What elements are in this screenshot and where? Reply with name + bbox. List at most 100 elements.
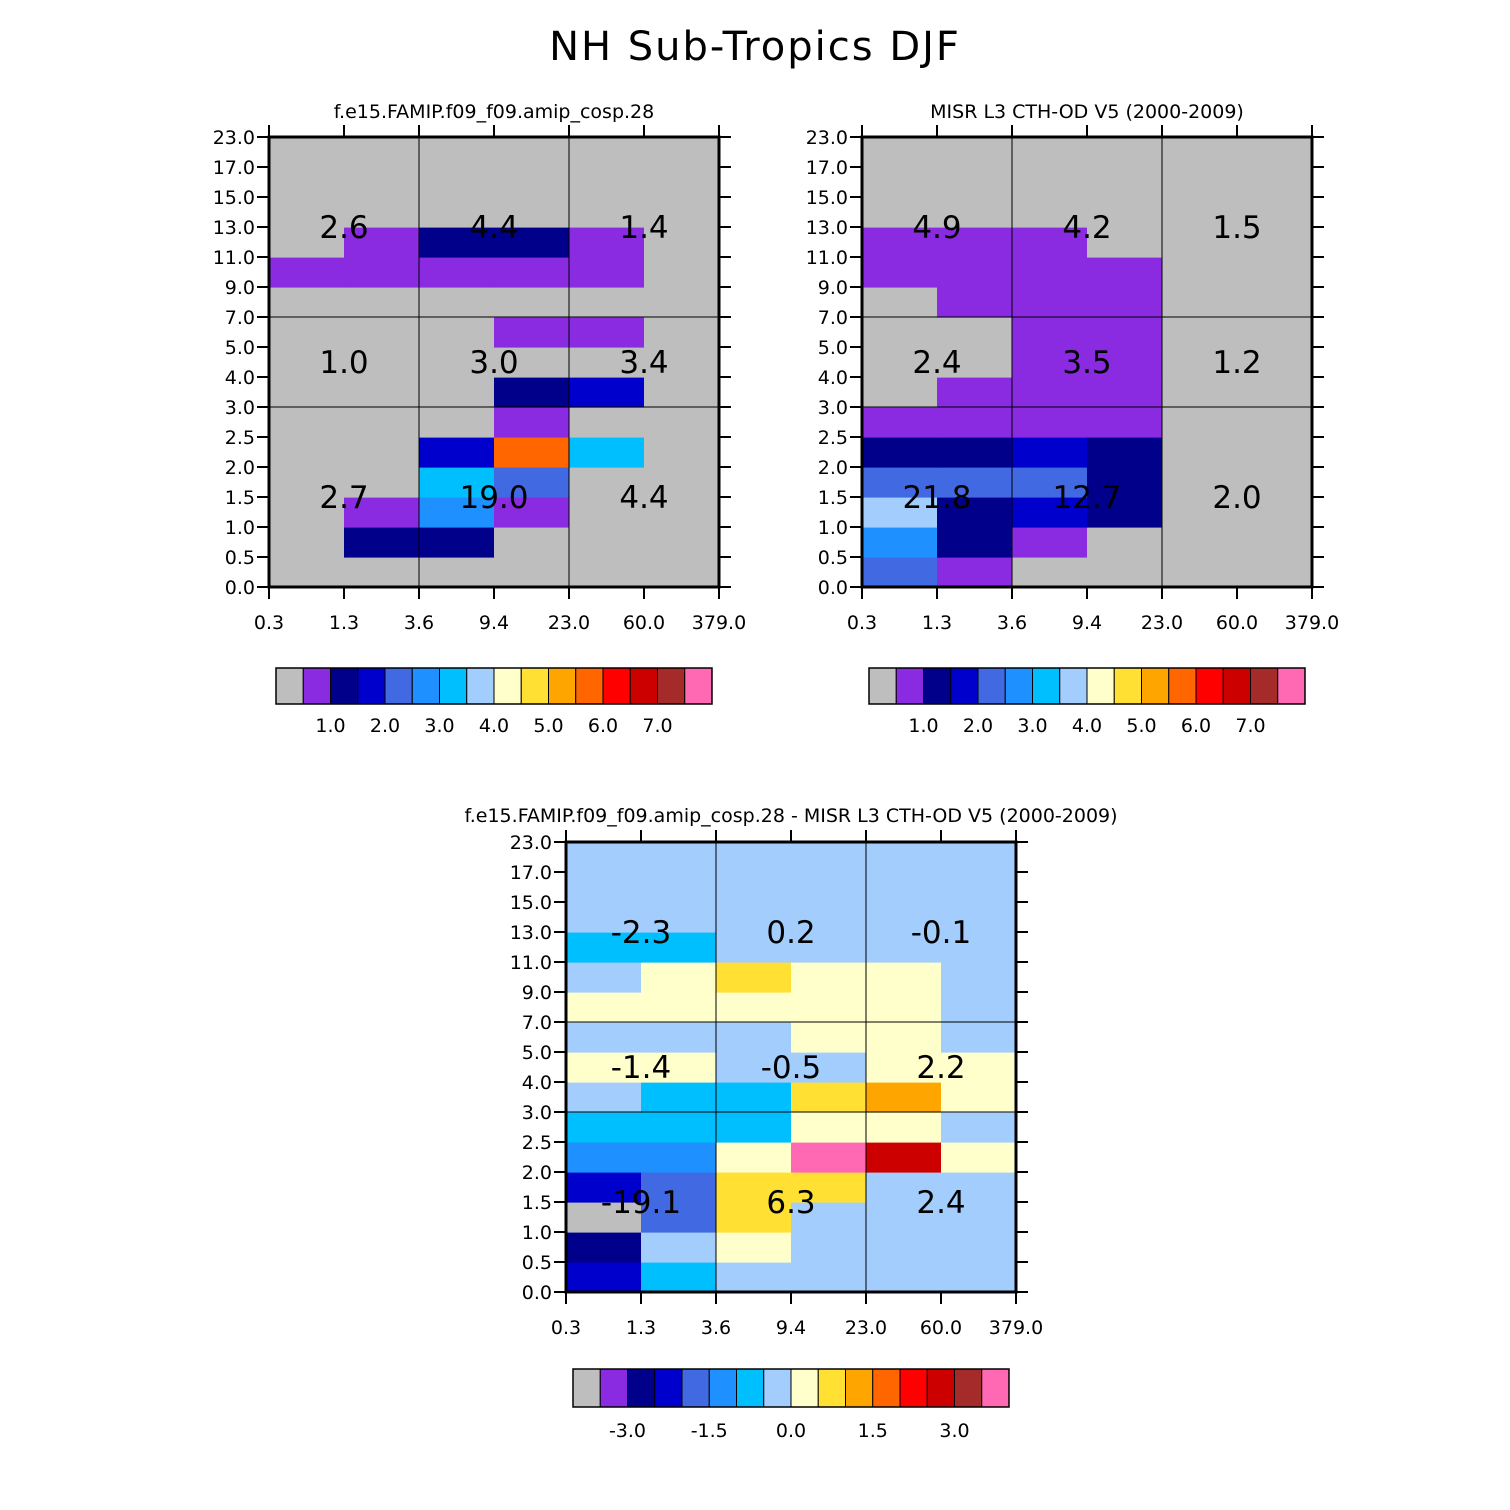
heatmap-cell xyxy=(569,347,645,378)
heatmap-cell xyxy=(566,962,642,993)
heatmap-cell xyxy=(1162,347,1238,378)
heatmap-cell xyxy=(1087,197,1163,228)
heatmap-cell xyxy=(641,872,717,903)
heatmap-cell xyxy=(791,1172,867,1203)
y-tick-label: 3.0 xyxy=(522,1102,552,1124)
heatmap-cell xyxy=(344,257,420,288)
block-total-label: 4.4 xyxy=(619,480,668,516)
x-tick-label: 379.0 xyxy=(989,1317,1043,1339)
heatmap-cell xyxy=(566,1142,642,1173)
heatmap-cell xyxy=(269,467,345,498)
heatmap-cell xyxy=(419,227,495,258)
colorbar-label: 7.0 xyxy=(1235,715,1265,737)
heatmap-cell xyxy=(791,962,867,993)
heatmap-cell xyxy=(1162,527,1238,558)
heatmap-cell xyxy=(494,317,570,348)
heatmap-cell xyxy=(1237,407,1313,438)
x-tick-label: 1.3 xyxy=(922,612,952,634)
colorbar-label: 4.0 xyxy=(1072,715,1102,737)
panel-title: f.e15.FAMIP.f09_f09.amip_cosp.28 xyxy=(334,101,654,123)
colorbar-label: 4.0 xyxy=(479,715,509,737)
heatmap-cell xyxy=(1087,527,1163,558)
heatmap-cell xyxy=(269,137,345,168)
x-tick-label: 23.0 xyxy=(845,1317,887,1339)
colorbar-box xyxy=(926,1368,955,1408)
colorbar-box xyxy=(439,667,468,705)
heatmap-cell xyxy=(866,1082,942,1113)
heatmap-cell xyxy=(1087,287,1163,318)
heatmap-cell xyxy=(644,317,720,348)
heatmap-cell xyxy=(862,407,938,438)
colorbar-label: 5.0 xyxy=(533,715,563,737)
heatmap-cell xyxy=(569,527,645,558)
heatmap-cell xyxy=(566,1052,642,1083)
heatmap-cell xyxy=(866,1022,942,1053)
heatmap-cell xyxy=(941,1262,1017,1293)
colorbar-label: 1.0 xyxy=(315,715,345,737)
heatmap-cell xyxy=(566,1022,642,1053)
colorbar-label: 0.0 xyxy=(776,1420,806,1442)
heatmap-cell xyxy=(1162,227,1238,258)
y-tick-label: 1.5 xyxy=(522,1192,552,1214)
heatmap-cell xyxy=(269,377,345,408)
y-tick-label: 5.0 xyxy=(522,1042,552,1064)
heatmap-cell xyxy=(1162,467,1238,498)
heatmap-cell xyxy=(791,872,867,903)
heatmap-cell xyxy=(791,992,867,1023)
y-tick-label: 0.0 xyxy=(522,1282,552,1304)
heatmap-cell xyxy=(419,497,495,528)
colorbar-box xyxy=(923,667,952,705)
y-tick-label: 15.0 xyxy=(213,187,255,209)
heatmap-cell xyxy=(569,257,645,288)
heatmap-cell xyxy=(1012,497,1088,528)
heatmap-cell xyxy=(269,317,345,348)
colorbar-box xyxy=(548,667,577,705)
colorbar-box xyxy=(954,1368,983,1408)
heatmap-cell xyxy=(641,962,717,993)
heatmap-cell xyxy=(1237,167,1313,198)
heatmap-cell xyxy=(937,137,1013,168)
y-tick-label: 4.0 xyxy=(522,1072,552,1094)
heatmap-cell xyxy=(1012,437,1088,468)
heatmap-cell xyxy=(937,197,1013,228)
heatmap-cell xyxy=(862,137,938,168)
heatmap-cell xyxy=(494,407,570,438)
heatmap-cell xyxy=(941,1232,1017,1263)
heatmap-cell xyxy=(866,992,942,1023)
colorbar-box xyxy=(868,667,897,705)
heatmap-cell xyxy=(1237,347,1313,378)
block-total-label: 2.4 xyxy=(916,1185,965,1221)
heatmap-cell xyxy=(937,557,1013,588)
heatmap-cell xyxy=(1012,557,1088,588)
y-tick-label: 0.0 xyxy=(818,577,848,599)
colorbar-frame xyxy=(868,667,1306,705)
heatmap-cell xyxy=(569,467,645,498)
heatmap-cell xyxy=(941,1052,1017,1083)
heatmap-cell xyxy=(569,227,645,258)
heatmap-cell xyxy=(716,1022,792,1053)
colorbar-box xyxy=(895,667,924,705)
heatmap-cell xyxy=(937,317,1013,348)
heatmap-cell xyxy=(862,287,938,318)
heatmap-cell xyxy=(644,557,720,588)
heatmap-cell xyxy=(419,557,495,588)
heatmap-cell xyxy=(862,467,938,498)
heatmap-cell xyxy=(269,527,345,558)
colorbar-label: 3.0 xyxy=(1017,715,1047,737)
y-tick-label: 17.0 xyxy=(510,862,552,884)
panel-1: f.e15.FAMIP.f09_f09.amip_cosp.28 2.7 19.0 4… xyxy=(213,101,747,737)
heatmap-cell xyxy=(937,497,1013,528)
heatmap-cell xyxy=(791,1022,867,1053)
heatmap-cell xyxy=(941,872,1017,903)
heatmap-cell xyxy=(566,842,642,873)
y-tick-label: 7.0 xyxy=(818,307,848,329)
heatmap-cell xyxy=(862,497,938,528)
heatmap-cell xyxy=(866,1262,942,1293)
heatmap-cell xyxy=(344,347,420,378)
heatmap-cell xyxy=(716,932,792,963)
y-tick-label: 4.0 xyxy=(225,367,255,389)
heatmap-cell xyxy=(641,1022,717,1053)
x-tick-label: 379.0 xyxy=(692,612,746,634)
block-total-label: 2.7 xyxy=(319,480,368,516)
heatmap-cell xyxy=(569,407,645,438)
